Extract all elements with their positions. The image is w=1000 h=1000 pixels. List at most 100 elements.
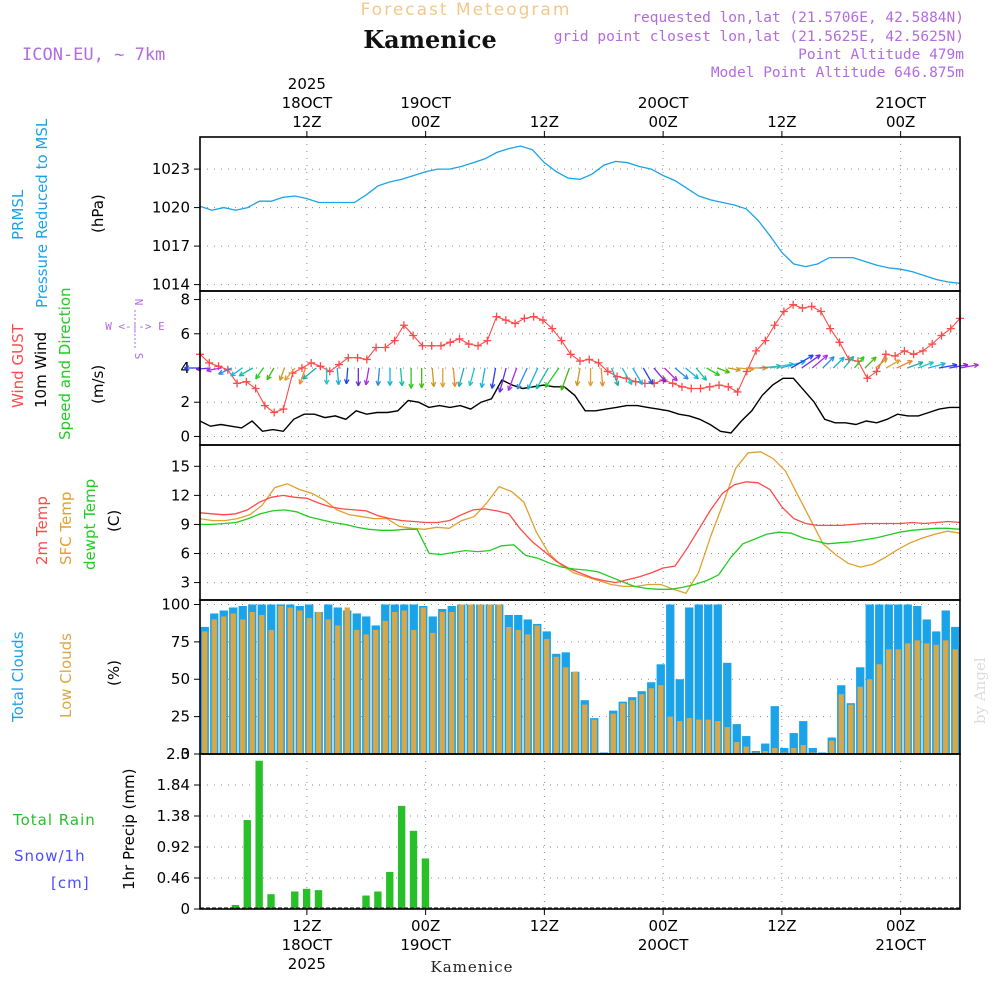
dewpoint-line (200, 509, 961, 590)
temp-ytick-label: 9 (180, 515, 190, 533)
wind-arrow-head (808, 354, 814, 360)
gust-marker (863, 374, 872, 383)
low-cloud-bar (278, 605, 284, 754)
gust-marker (789, 300, 798, 309)
gust-marker (872, 367, 881, 376)
wind-arrow-head (298, 379, 304, 385)
wind-speed-line (199, 377, 960, 434)
wind-arrow (695, 367, 707, 381)
gust-marker (724, 382, 733, 391)
gust-marker (918, 346, 927, 355)
precip-unit: 1hr Precip (mm) (120, 769, 138, 890)
gust-marker (418, 341, 427, 350)
low-cloud-bar (857, 686, 863, 754)
low-cloud-bar (439, 611, 445, 754)
gust-marker (260, 401, 269, 410)
pressure-ytick-label: 1020 (152, 199, 190, 217)
gust-marker (826, 324, 835, 333)
wind-arrow-head (468, 380, 474, 387)
wind-arrow-head (822, 354, 829, 360)
wind-labels: Wind GUST 10m Wind Speed and Direction (… (9, 287, 165, 440)
low-cloud-bar (848, 704, 854, 754)
wind-arrow-head (408, 383, 414, 389)
wind-arrow (801, 354, 821, 369)
wind-arrow (452, 367, 456, 387)
gust-marker (576, 357, 584, 366)
low-cloud-bar (392, 611, 398, 754)
top-time-label: 21OCT (875, 94, 926, 112)
gust-marker (557, 336, 566, 345)
wind-arrow-head (928, 361, 935, 367)
wind-arrow (576, 367, 581, 386)
gust-marker (279, 405, 288, 414)
low-cloud-bar (629, 700, 635, 754)
low-cloud-bar (268, 629, 274, 754)
top-time-label: 19OCT (400, 94, 451, 112)
bottom-time-label: 2025 (288, 955, 326, 973)
low-cloud-bar (316, 611, 322, 754)
total-cloud-bar (799, 721, 808, 754)
temp-unit: (C) (105, 510, 123, 532)
low-cloud-bar (544, 638, 550, 754)
precip-label-snow: Snow/1h (14, 847, 86, 865)
wind-arrow (885, 359, 901, 369)
rain-bar (421, 858, 430, 909)
gust-marker (474, 341, 483, 350)
wind-arrow-head (284, 375, 290, 381)
gust-marker (928, 340, 937, 349)
low-cloud-bar (943, 640, 949, 754)
gust-marker (585, 355, 594, 364)
wind-arrow (600, 367, 604, 387)
bottom-time-label: 19OCT (400, 936, 451, 954)
wind-arrow-head (302, 374, 308, 380)
wind-arrow-head (255, 373, 261, 380)
clouds-ytick-label: 50 (171, 670, 190, 688)
low-cloud-bar (800, 745, 806, 754)
precip-label-cm: [cm] (51, 874, 90, 892)
gust-marker (335, 360, 344, 369)
total-cloud-bar (666, 604, 675, 754)
pressure-panel-frame (199, 136, 961, 292)
low-cloud-bar (639, 694, 645, 754)
clouds-ytick-label: 25 (171, 708, 190, 726)
model-label: ICON-EU, ~ 7km (22, 45, 165, 65)
temp-panel-frame (199, 444, 961, 601)
wind-arrow (284, 367, 296, 381)
wind-arrow (864, 356, 877, 369)
temp-ytick-label: 3 (180, 574, 190, 592)
temp-ytick-label: 6 (180, 545, 190, 563)
wind-arrow-head (399, 381, 405, 387)
low-cloud-bar (610, 713, 616, 754)
wind-arrow (896, 360, 913, 369)
wind-arrow-head (907, 360, 913, 366)
wind-arrow (917, 361, 934, 369)
clouds-ytick-label: 100 (161, 595, 190, 613)
wind-ytick-label: 2 (180, 393, 190, 411)
total-cloud-bar (713, 604, 722, 754)
low-cloud-bar (648, 688, 654, 754)
total-cloud-bar (704, 604, 713, 754)
total-cloud-bar (732, 724, 741, 754)
gust-marker (455, 334, 464, 343)
low-cloud-bar (686, 718, 692, 754)
wind-arrow (255, 367, 264, 380)
gust-marker (816, 307, 825, 316)
wind-arrow-head (859, 356, 865, 362)
wind-arrow (769, 363, 794, 369)
wind-arrow-head (230, 371, 236, 377)
wind-arrow (611, 367, 619, 386)
temp-label-2m: 2m Temp (33, 496, 51, 565)
precip-panel-frame (199, 753, 961, 910)
wind-arrow-head (387, 380, 393, 386)
temp-ytick-label: 15 (171, 457, 190, 475)
wind-arrow-head (440, 382, 446, 388)
wind-arrow-head (829, 356, 835, 362)
temp-label-sfc: SFC Temp (57, 492, 75, 565)
top-time-label: 12Z (767, 113, 796, 131)
wind-arrow-head (544, 382, 551, 388)
gust-marker (270, 408, 279, 417)
wind-arrow-head (574, 380, 581, 387)
wind-arrow-head (535, 383, 541, 390)
low-cloud-bar (677, 721, 683, 754)
gust-marker (520, 314, 529, 323)
